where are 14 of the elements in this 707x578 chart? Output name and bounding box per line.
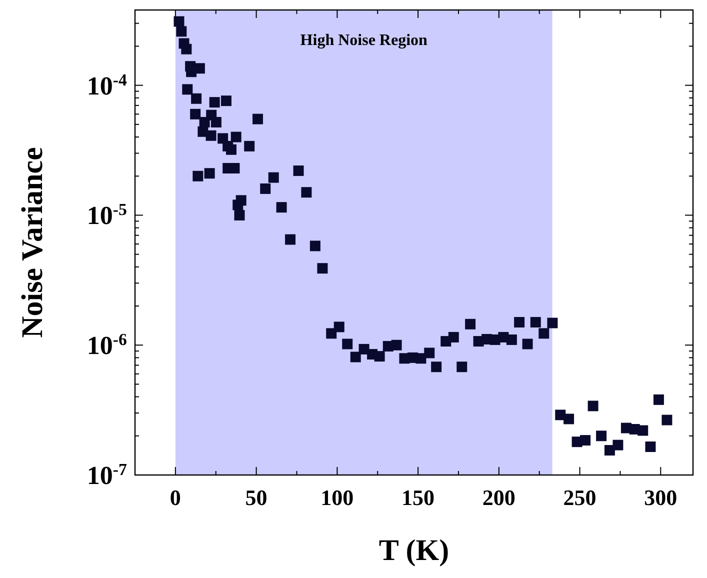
band-label: High Noise Region bbox=[300, 32, 428, 49]
x-tick-label: 300 bbox=[644, 485, 678, 510]
y-tick-label: 10$^{-7}$ bbox=[86, 460, 128, 490]
x-tick-label: 250 bbox=[563, 485, 596, 510]
x-axis-title: T (K) bbox=[378, 534, 450, 567]
x-tick-label: 0 bbox=[170, 485, 181, 510]
x-tick-label: 150 bbox=[402, 485, 435, 510]
y-tick-label: 10$^{-4}$ bbox=[86, 70, 128, 100]
y-tick-label: 10$^{-6}$ bbox=[86, 330, 127, 360]
y-tick-label: 10$^{-5}$ bbox=[86, 200, 127, 230]
x-tick-label: 50 bbox=[245, 485, 268, 510]
y-axis-title: Noise Variance bbox=[16, 147, 49, 338]
x-tick-label: 100 bbox=[320, 485, 354, 510]
x-tick-label: 200 bbox=[482, 485, 516, 510]
